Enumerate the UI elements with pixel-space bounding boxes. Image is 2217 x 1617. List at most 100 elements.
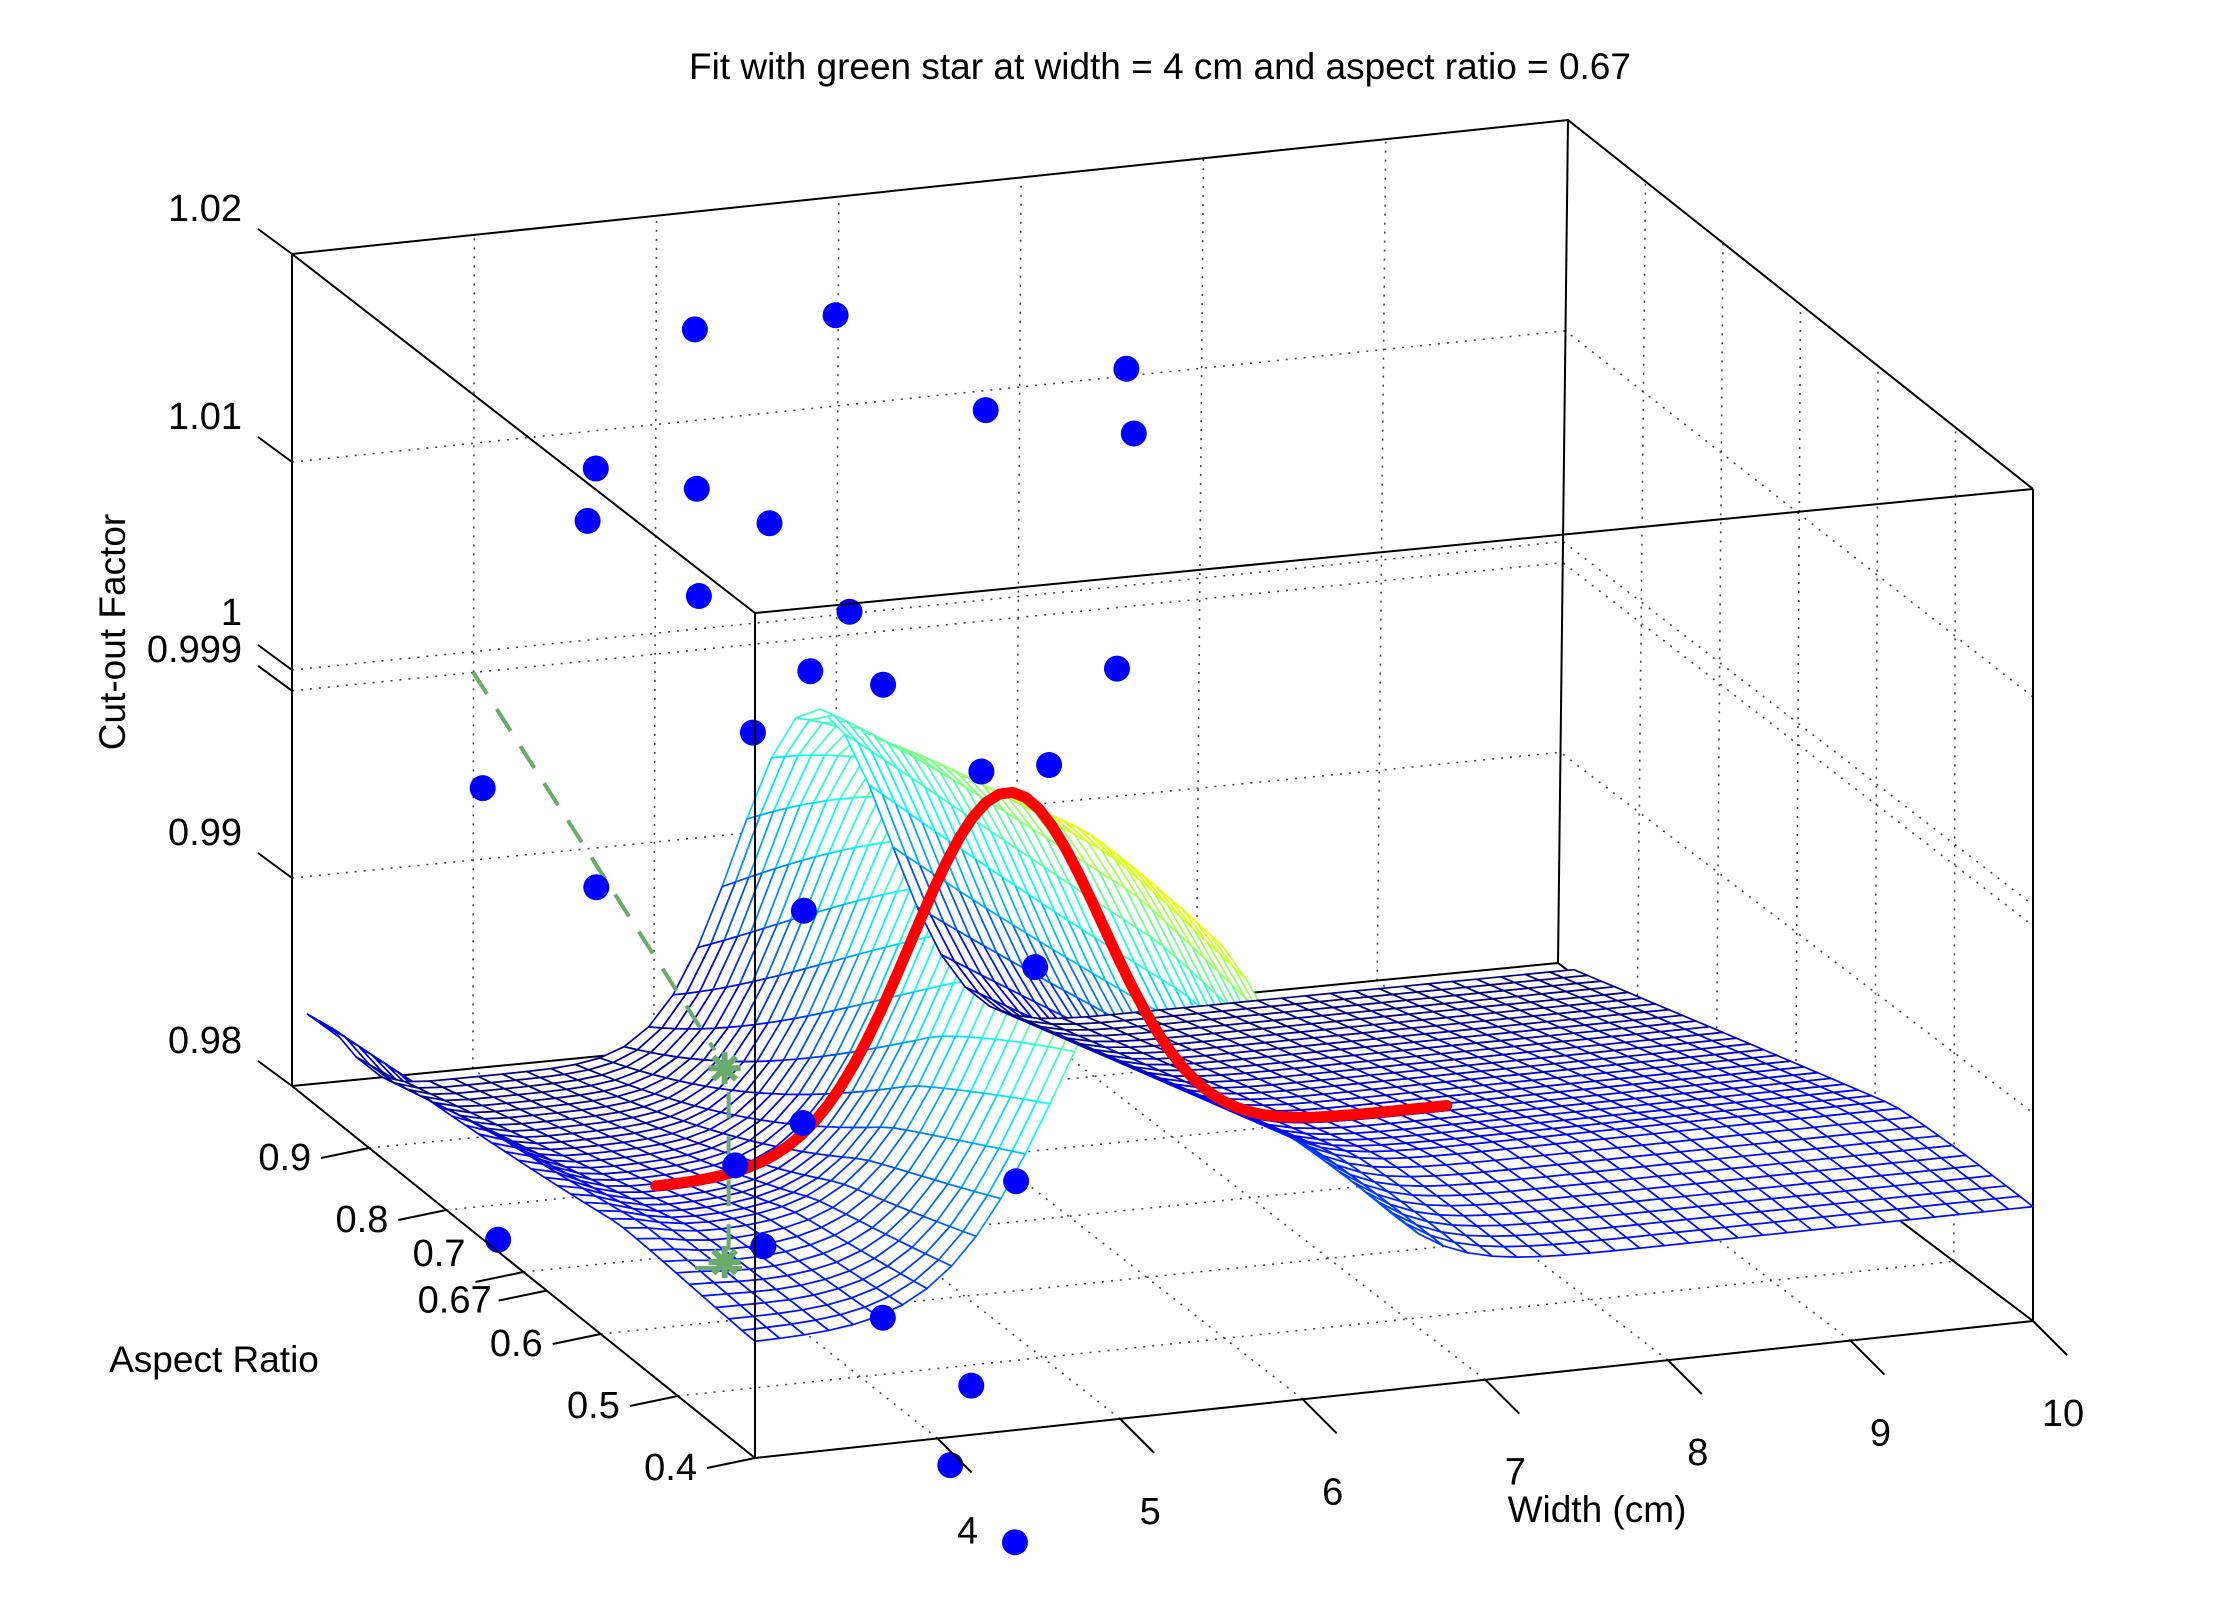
back-grid-line [1715,242,1724,1083]
z-tick [257,1060,293,1087]
x-tick-label: 8 [1687,1432,1708,1474]
green-star-icon [711,1248,739,1276]
data-point [1022,954,1049,981]
data-point [1120,420,1147,447]
x-tick-label: 7 [1505,1452,1526,1494]
z-tick [257,644,293,671]
y-tick [629,1395,679,1407]
y-tick-label: 0.7 [413,1233,466,1275]
back-grid-line [291,119,2034,490]
x-tick-label: 4 [957,1510,978,1552]
z-tick [257,852,293,879]
data-point [870,671,897,698]
data-point [972,397,999,424]
box-edge [291,118,2034,490]
x-tick-label: 5 [1140,1491,1161,1533]
x-tick [1849,1339,1886,1376]
data-point [574,507,601,534]
x-tick [1484,1379,1520,1415]
green-star-marker [708,1052,741,1085]
y-tick-label: 0.4 [644,1447,697,1489]
data-point [722,1152,749,1179]
y-tick [706,1457,756,1469]
box-edge [1557,119,1569,964]
z-tick-label: 1 [221,592,242,634]
x-tick [1667,1359,1703,1395]
y-tick [398,1209,447,1221]
data-point [822,302,849,329]
x-tick-label: 9 [1870,1413,1891,1455]
z-axis-label: Cut-out Factor [92,514,133,750]
x-tick [1119,1418,1155,1454]
z-tick [257,228,293,255]
data-point [756,510,783,537]
data-point [582,455,609,482]
y-tick-label: 0.9 [258,1137,311,1179]
back-grid-line [291,561,2034,927]
y-tick [475,1271,524,1283]
data-point [789,1110,816,1136]
z-tick-label: 0.999 [147,629,242,671]
z-tick-label: 1.01 [168,396,242,438]
data-point [937,1452,964,1479]
z-tick-label: 0.99 [168,812,242,854]
data-point [1003,1168,1030,1195]
data-point [968,758,995,785]
y-tick [498,1289,547,1302]
data-point [469,775,496,802]
x-axis-label: Width (cm) [1508,1489,1687,1530]
back-grid-line [1953,427,1957,1262]
axis-ticks: 4 5 6 7 8 9 10 0.4 0.5 0.60.67 0.7 0.8 0.9 0.98 0.99 0.… [147,188,2084,1552]
floor-grid-line [600,1200,1875,1335]
data-point [869,1304,896,1331]
x-tick [2032,1320,2068,1356]
data-point [958,1372,985,1399]
data-point [681,316,708,343]
back-grid-line [291,751,2034,1114]
data-point [739,719,766,746]
data-point [485,1226,512,1253]
data-point [683,475,710,502]
guide-line-factor [471,670,717,1052]
green-star-floor-marker [708,1246,741,1278]
measured-points [469,302,1147,1556]
y-tick [320,1147,370,1159]
data-point [1104,655,1130,682]
green-star-guides [471,670,742,1278]
data-point [583,874,610,901]
data-point [1002,1529,1028,1556]
y-tick-label: 0.8 [336,1199,389,1241]
highlight-line-path [650,786,1453,1192]
back-grid-line [1794,304,1802,1143]
green-star-icon [711,1054,739,1082]
y-tick-label: 0.6 [490,1323,543,1365]
chart-title: Fit with green star at width = 4 cm and … [689,46,1631,87]
back-grid-line [1636,181,1647,1023]
surface-cell [306,1013,346,1038]
x-tick [1302,1398,1338,1434]
box-edge [291,253,2034,615]
data-point [797,658,824,685]
y-tick-label: 0.67 [418,1280,492,1322]
z-tick-label: 0.98 [168,1020,242,1062]
back-grid-line [472,234,476,1069]
data-point [1113,355,1140,382]
y-tick [552,1333,601,1345]
y-tick-label: 0.5 [567,1385,620,1427]
back-grid [291,119,2034,1459]
highlight-line [650,786,1453,1192]
z-tick [257,436,293,463]
x-tick-label: 10 [2042,1393,2084,1435]
data-point [685,583,712,609]
floor-grid-line [523,1141,1796,1273]
back-grid-line [1376,139,1387,981]
z-tick [257,664,293,692]
x-tick-label: 6 [1322,1471,1343,1513]
data-point [750,1233,777,1260]
data-point [790,897,817,924]
data-point [1036,752,1063,778]
x-tick [936,1437,973,1474]
z-tick-label: 1.02 [168,188,242,230]
fitted-surface-mesh [306,708,2034,1343]
